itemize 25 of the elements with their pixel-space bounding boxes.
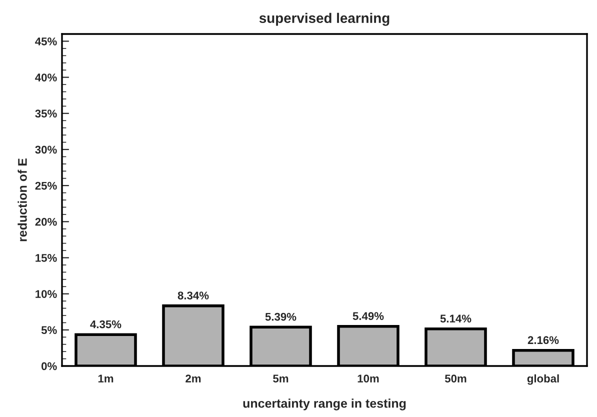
x-tick-label: 2m [186, 374, 201, 382]
y-axis-title: reduction of E [18, 158, 27, 242]
y-tick-label: 35% [35, 110, 57, 118]
chart-title: supervised learning [259, 12, 390, 26]
data-label: 2.16% [528, 336, 559, 344]
x-tick-label: 10m [358, 374, 379, 382]
x-tick-label: 1m [98, 374, 114, 382]
data-label: 5.39% [265, 312, 296, 321]
y-tick-label: 30% [35, 146, 57, 154]
data-label: 5.49% [352, 312, 384, 320]
y-tick-label: 10% [36, 290, 57, 298]
y-tick-label: 40% [35, 74, 57, 82]
y-tick-label: 45% [35, 38, 57, 46]
y-tick-label: 20% [35, 218, 57, 226]
y-tick-label: 5% [41, 326, 57, 334]
x-tick-label: global [527, 374, 559, 385]
y-tick-label: 0% [42, 362, 57, 370]
y-tick-label: 25% [35, 182, 57, 190]
data-label: 4.35% [90, 320, 122, 328]
x-tick-label: 50m [444, 374, 466, 382]
x-axis-title: uncertainty range in testing [243, 398, 406, 410]
data-label: 5.14% [440, 314, 472, 323]
x-tick-label: 5m [273, 374, 288, 382]
y-tick-label: 15% [36, 254, 57, 262]
data-label: 8.34% [178, 292, 209, 300]
